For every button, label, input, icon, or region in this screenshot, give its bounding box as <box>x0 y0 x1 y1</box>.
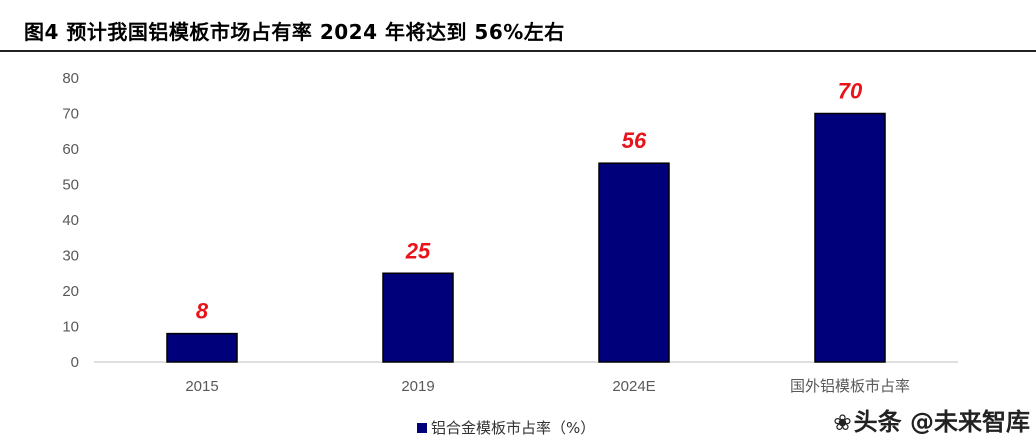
bar <box>166 332 238 363</box>
y-tick-label: 60 <box>62 141 79 158</box>
legend-label: 铝合金模板市占率（%） <box>431 419 595 437</box>
bar <box>598 162 670 363</box>
x-tick-label: 2019 <box>401 378 434 395</box>
y-tick-label: 50 <box>62 177 79 194</box>
y-tick-label: 80 <box>62 70 79 87</box>
x-axis: 2015 2019 2024E 国外铝模板市占率 <box>94 361 958 395</box>
y-tick-label: 0 <box>71 354 79 371</box>
x-tick-label: 2024E <box>612 378 655 395</box>
bar-series <box>166 112 886 363</box>
data-label: 25 <box>405 238 431 263</box>
y-tick-label: 10 <box>62 319 79 336</box>
figure-title: 图4 预计我国铝模板市场占有率 2024 年将达到 56%左右 <box>24 20 565 44</box>
legend-swatch <box>417 423 427 433</box>
y-tick-label: 30 <box>62 248 79 265</box>
data-label: 56 <box>622 128 647 153</box>
figure-header: 图4 预计我国铝模板市场占有率 2024 年将达到 56%左右 <box>0 0 1036 52</box>
watermark: ❀头条 @未来智库 <box>833 402 1030 437</box>
paw-icon: ❀ <box>833 411 852 436</box>
legend: 铝合金模板市占率（%） <box>417 419 595 437</box>
y-tick-label: 20 <box>62 283 79 300</box>
y-tick-label: 70 <box>62 106 79 123</box>
watermark-text: 头条 @未来智库 <box>853 408 1030 436</box>
data-label: 8 <box>196 299 209 324</box>
data-labels: 8 25 56 70 <box>196 79 863 324</box>
y-axis: 0 10 20 30 40 50 60 70 80 <box>62 70 79 371</box>
data-label: 70 <box>838 79 863 104</box>
x-tick-label: 国外铝模板市占率 <box>790 377 910 395</box>
y-tick-label: 40 <box>62 212 79 229</box>
bar <box>382 272 454 363</box>
x-tick-label: 2015 <box>185 378 218 395</box>
bar <box>814 112 886 363</box>
